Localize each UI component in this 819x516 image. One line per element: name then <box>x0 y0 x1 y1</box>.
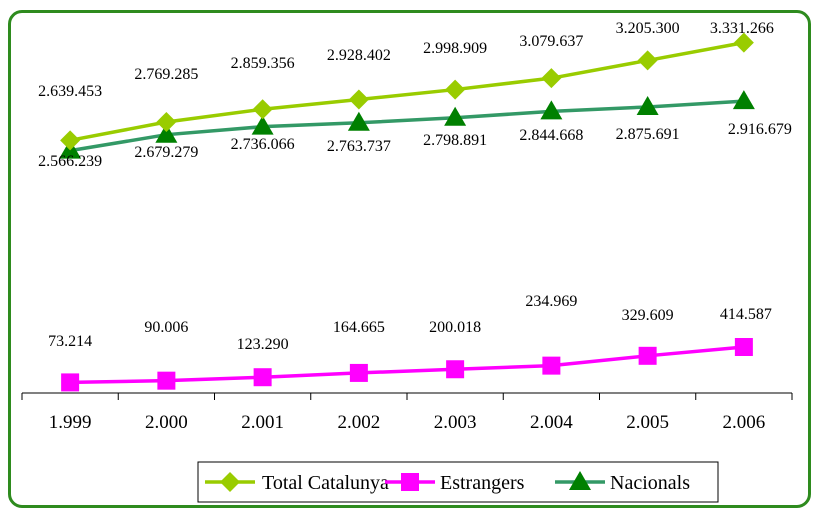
x-tick-label: 2.004 <box>530 412 573 433</box>
data-point <box>60 130 81 151</box>
data-label: 2.928.402 <box>327 47 391 64</box>
x-tick-label: 1.999 <box>49 412 92 433</box>
data-label: 2.639.453 <box>38 83 102 100</box>
series-line-nacionals <box>69 99 744 153</box>
data-label: 2.769.285 <box>134 66 198 83</box>
data-point <box>252 99 273 120</box>
legend-label: Nacionals <box>610 472 690 494</box>
legend-label: Total Catalunya <box>262 472 389 494</box>
data-label: 3.079.637 <box>519 33 583 50</box>
data-point <box>540 100 563 120</box>
data-label: 2.916.679 <box>728 121 792 138</box>
data-point <box>156 111 177 132</box>
data-label: 2.859.356 <box>231 55 295 72</box>
x-tick-label: 2.006 <box>723 412 766 433</box>
x-tick-label: 2.005 <box>626 412 669 433</box>
data-point <box>348 89 369 110</box>
series-line-total-catalunya <box>69 40 745 143</box>
data-point <box>444 106 467 126</box>
data-point <box>251 115 274 135</box>
series-line-estrangers <box>70 345 745 385</box>
data-label: 234.969 <box>525 293 577 310</box>
data-label: 2.679.279 <box>134 144 198 161</box>
legend-marker <box>401 473 419 491</box>
data-label: 123.290 <box>237 336 289 353</box>
data-label: 200.018 <box>429 319 481 336</box>
data-label: 414.587 <box>720 306 772 323</box>
data-point <box>347 111 370 131</box>
data-label: 2.736.066 <box>231 136 295 153</box>
data-point <box>445 79 466 100</box>
x-tick-label: 2.001 <box>241 412 284 433</box>
legend-marker <box>220 472 240 492</box>
data-point <box>541 68 562 89</box>
data-label: 164.665 <box>333 319 385 336</box>
data-label: 2.798.891 <box>423 132 487 149</box>
x-tick-label: 2.002 <box>338 412 381 433</box>
data-label: 2.875.691 <box>616 126 680 143</box>
legend-label: Estrangers <box>440 472 525 494</box>
data-label: 3.331.266 <box>710 20 774 37</box>
data-label: 2.566.239 <box>38 153 102 170</box>
data-point <box>253 368 272 387</box>
data-point <box>446 360 465 379</box>
data-point <box>157 371 176 390</box>
data-label: 2.844.668 <box>519 127 583 144</box>
data-label: 3.205.300 <box>616 20 680 37</box>
data-point <box>637 50 658 71</box>
legend-marker <box>569 471 591 490</box>
data-point <box>349 363 368 382</box>
data-label: 329.609 <box>622 307 674 324</box>
x-tick-label: 2.000 <box>145 412 188 433</box>
data-label: 73.214 <box>48 333 92 350</box>
data-point <box>636 95 659 115</box>
data-point <box>732 90 755 110</box>
legend-box <box>197 461 719 503</box>
data-point <box>155 123 178 143</box>
data-point <box>734 338 753 356</box>
data-point <box>733 32 754 53</box>
data-label: 2.763.737 <box>327 138 391 155</box>
data-point <box>542 356 561 375</box>
x-tick-label: 2.003 <box>434 412 477 433</box>
data-label: 2.998.909 <box>423 40 487 57</box>
data-point <box>61 373 80 392</box>
data-point <box>638 346 657 365</box>
data-label: 90.006 <box>144 319 188 336</box>
